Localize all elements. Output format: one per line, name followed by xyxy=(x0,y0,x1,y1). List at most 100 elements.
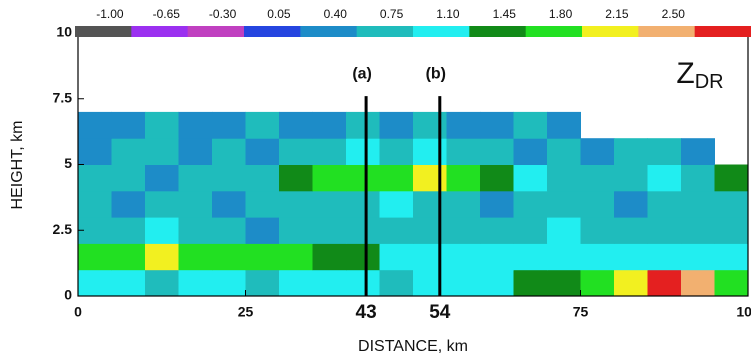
y-axis-label: HEIGHT, km xyxy=(9,121,26,210)
cell xyxy=(279,164,313,192)
cell xyxy=(446,190,481,218)
cell xyxy=(346,111,380,139)
cell xyxy=(513,164,548,192)
cell xyxy=(547,217,581,244)
cell xyxy=(178,269,213,297)
cell xyxy=(413,217,447,244)
cell xyxy=(614,164,648,192)
cell xyxy=(681,164,715,192)
cell xyxy=(145,217,179,244)
cell xyxy=(714,269,749,297)
cell xyxy=(513,269,548,297)
cell xyxy=(78,243,112,271)
cell xyxy=(178,243,213,271)
cell xyxy=(178,217,213,244)
cell xyxy=(312,243,347,271)
cell xyxy=(346,164,380,192)
colorbar-swatch xyxy=(469,26,527,37)
cell xyxy=(614,217,648,244)
cell xyxy=(178,190,213,218)
colorbar-label: 1.45 xyxy=(493,7,517,21)
cell xyxy=(111,111,146,139)
cell xyxy=(446,217,481,244)
cell xyxy=(78,190,112,218)
cell xyxy=(547,243,581,271)
cell xyxy=(379,269,414,297)
cell xyxy=(647,190,682,218)
cell xyxy=(714,190,749,218)
cell xyxy=(480,243,514,271)
colorbar-label: -0.65 xyxy=(153,7,181,21)
colorbar-swatch xyxy=(413,26,470,37)
cell xyxy=(212,243,246,271)
cell xyxy=(413,111,447,139)
cell xyxy=(312,217,347,244)
cell xyxy=(413,138,447,165)
x-tick-label: 75 xyxy=(573,304,589,320)
cell xyxy=(245,138,280,165)
colorbar-label: -1.00 xyxy=(96,7,124,21)
cell xyxy=(245,164,280,192)
field-subscript: DR xyxy=(695,71,724,93)
cell xyxy=(111,190,146,218)
cell xyxy=(681,190,715,218)
cell xyxy=(547,138,581,165)
cell xyxy=(413,243,447,271)
cell xyxy=(614,243,648,271)
cell xyxy=(78,111,112,139)
cell xyxy=(279,190,313,218)
cell xyxy=(111,243,146,271)
heatmap xyxy=(78,111,749,297)
cell xyxy=(580,138,615,165)
cell xyxy=(446,111,481,139)
cell xyxy=(279,138,313,165)
colorbar-swatch xyxy=(582,26,639,37)
cell xyxy=(714,243,749,271)
cell xyxy=(379,217,414,244)
y-tick-label: 7.5 xyxy=(53,89,73,105)
colorbar-label: 0.75 xyxy=(380,7,404,21)
cell xyxy=(714,164,749,192)
cell xyxy=(212,217,246,244)
cell xyxy=(346,269,380,297)
cell xyxy=(279,111,313,139)
y-tick-label: 10 xyxy=(56,24,72,40)
cell xyxy=(580,243,615,271)
cell xyxy=(212,138,246,165)
cell xyxy=(379,190,414,218)
cell xyxy=(111,138,146,165)
cell xyxy=(145,164,179,192)
field-name: Z xyxy=(676,57,694,90)
cell xyxy=(212,164,246,192)
colorbar-swatch xyxy=(638,26,696,37)
cell xyxy=(245,269,280,297)
cell xyxy=(446,164,481,192)
cell xyxy=(111,269,146,297)
cell xyxy=(178,111,213,139)
colorbar-swatch xyxy=(244,26,301,37)
cell xyxy=(547,269,581,297)
colorbar-swatch xyxy=(131,26,189,37)
cell xyxy=(681,217,715,244)
colorbar-swatch xyxy=(300,26,358,37)
cell xyxy=(111,217,146,244)
cell xyxy=(379,243,414,271)
cell xyxy=(379,138,414,165)
cell xyxy=(212,111,246,139)
cell xyxy=(480,164,514,192)
cell xyxy=(580,269,615,297)
cell xyxy=(346,138,380,165)
colorbar-label: 0.05 xyxy=(267,7,291,21)
cell xyxy=(145,190,179,218)
y-tick-label: 0 xyxy=(64,287,72,303)
x-tick-label: 43 xyxy=(356,302,377,323)
cell xyxy=(614,190,648,218)
cell xyxy=(346,243,380,271)
cell xyxy=(279,217,313,244)
cell xyxy=(547,164,581,192)
colorbar-swatch xyxy=(694,26,751,37)
y-tick-label: 2.5 xyxy=(53,221,73,237)
cell xyxy=(312,111,347,139)
cell xyxy=(245,217,280,244)
cell xyxy=(379,111,414,139)
